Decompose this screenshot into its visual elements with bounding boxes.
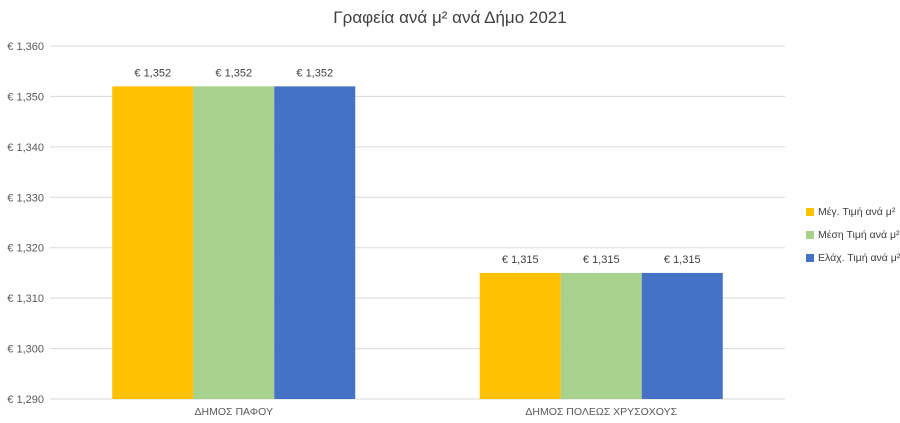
y-tick-label: € 1,360 (7, 41, 44, 53)
y-tick-label: € 1,310 (7, 293, 44, 305)
data-label: € 1,315 (664, 254, 701, 266)
legend-swatch-min (806, 253, 814, 262)
legend: Μέγ. Τιμή ανά μ² Μέση Τιμή ανά μ² Ελάχ. … (806, 200, 900, 269)
legend-item: Μέγ. Τιμή ανά μ² (806, 200, 900, 223)
data-label: € 1,352 (296, 67, 333, 79)
bar (193, 86, 275, 399)
bar (641, 272, 723, 399)
data-label: € 1,315 (502, 254, 539, 266)
legend-swatch-max (806, 207, 814, 216)
y-tick-label: € 1,320 (7, 243, 44, 255)
data-label: € 1,352 (134, 67, 171, 79)
data-labels: € 1,352 € 1,352 € 1,352 € 1,315 € 1,315 € 1,3… (134, 67, 700, 266)
bar (479, 272, 561, 399)
legend-label-max: Μέγ. Τιμή ανά μ² (818, 205, 896, 218)
bar (112, 86, 194, 399)
legend-item: Ελάχ. Τιμή ανά μ² (806, 246, 900, 269)
x-tick-label: ΔΗΜΟΣ ΠΑΦΟΥ (195, 406, 273, 418)
chart-title: Γραφεία ανά μ² ανά Δήμο 2021 (333, 8, 567, 27)
x-axis-labels: ΔΗΜΟΣ ΠΑΦΟΥ ΔΗΜΟΣ ΠΟΛΕΩΣ ΧΡΥΣΟΧΟΥΣ (195, 406, 678, 418)
data-label: € 1,352 (215, 67, 252, 79)
legend-item: Μέση Τιμή ανά μ² (806, 223, 900, 246)
y-tick-label: € 1,330 (7, 192, 44, 204)
legend-swatch-avg (806, 230, 814, 239)
y-axis-labels: € 1,290 € 1,300 € 1,310 € 1,320 € 1,330 € 1,3… (7, 41, 44, 406)
bar (560, 272, 642, 399)
legend-label-min: Ελάχ. Τιμή ανά μ² (818, 251, 900, 264)
x-tick-label: ΔΗΜΟΣ ΠΟΛΕΩΣ ΧΡΥΣΟΧΟΥΣ (525, 406, 677, 418)
legend-label-avg: Μέση Τιμή ανά μ² (818, 228, 900, 241)
bars (112, 86, 723, 399)
y-tick-label: € 1,290 (7, 394, 44, 406)
y-tick-label: € 1,340 (7, 142, 44, 154)
bar (274, 86, 356, 399)
y-tick-label: € 1,350 (7, 91, 44, 103)
data-label: € 1,315 (583, 254, 620, 266)
y-tick-label: € 1,300 (7, 344, 44, 356)
